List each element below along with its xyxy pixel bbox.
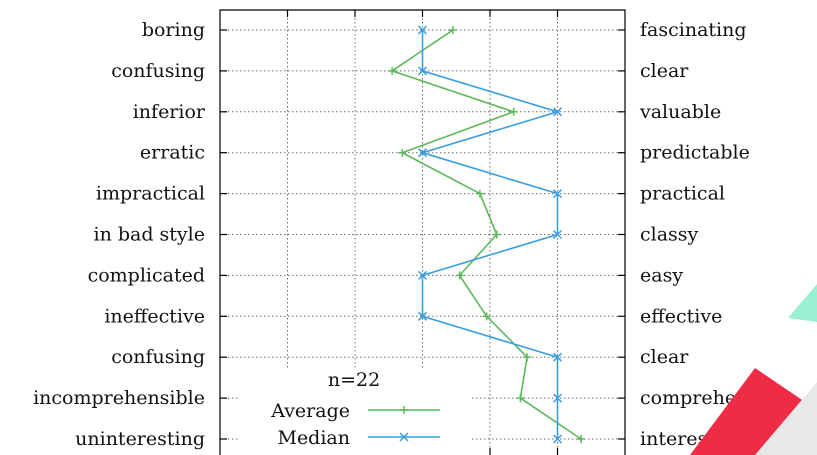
legend-background (240, 368, 470, 455)
data-point-average (516, 394, 525, 403)
left-label: confusing (111, 60, 205, 82)
data-point-median (552, 229, 563, 240)
data-point-median (417, 270, 428, 280)
data-point-median (552, 189, 563, 199)
left-label: incomprehensible (33, 387, 205, 409)
left-label: inferior (133, 101, 206, 123)
legend-label-average: Average (270, 400, 350, 422)
decorative-shape-grey (755, 382, 817, 455)
decoration (690, 284, 817, 455)
right-label: classy (640, 224, 699, 246)
data-point-average (577, 435, 586, 443)
data-point-average (388, 66, 397, 75)
left-label: confusing (111, 346, 205, 368)
data-point-median (417, 25, 428, 35)
data-point-median (417, 66, 428, 76)
legend: n=22 Average Median (240, 368, 470, 455)
decorative-shape-teal (788, 284, 817, 322)
right-label: clear (640, 60, 689, 82)
data-point-average (509, 107, 518, 116)
legend-marker-average (400, 406, 408, 414)
right-label: valuable (639, 101, 721, 123)
left-label: boring (142, 19, 205, 41)
data-point-median (552, 393, 563, 403)
legend-marker-median (399, 432, 409, 442)
right-label: effective (640, 305, 722, 327)
left-label: uninteresting (75, 428, 205, 450)
right-label: predictable (640, 142, 750, 164)
data-point-average (455, 271, 464, 280)
left-label: in bad style (94, 224, 206, 246)
data-point-average (398, 148, 407, 157)
right-label: fascinating (640, 19, 747, 41)
left-label: erratic (140, 142, 205, 164)
left-label: impractical (96, 183, 205, 205)
right-label: clear (640, 346, 689, 368)
legend-title: n=22 (328, 369, 380, 391)
left-labels: boring confusing inferior erratic impractica… (33, 19, 206, 450)
data-point-median (417, 311, 428, 321)
data-point-average (448, 26, 457, 34)
right-label: practical (640, 183, 725, 205)
data-point-average (492, 230, 501, 239)
data-point-average (475, 189, 484, 198)
data-point-median (552, 107, 563, 117)
data-point-median (552, 434, 563, 444)
legend-label-median: Median (277, 427, 350, 449)
left-label: ineffective (104, 305, 205, 327)
data-point-average (482, 312, 491, 321)
data-point-median (417, 148, 428, 158)
series-layer (388, 25, 586, 444)
right-label: easy (640, 264, 683, 286)
left-label: complicated (88, 264, 205, 286)
data-point-average (523, 353, 532, 362)
data-point-median (552, 352, 563, 362)
